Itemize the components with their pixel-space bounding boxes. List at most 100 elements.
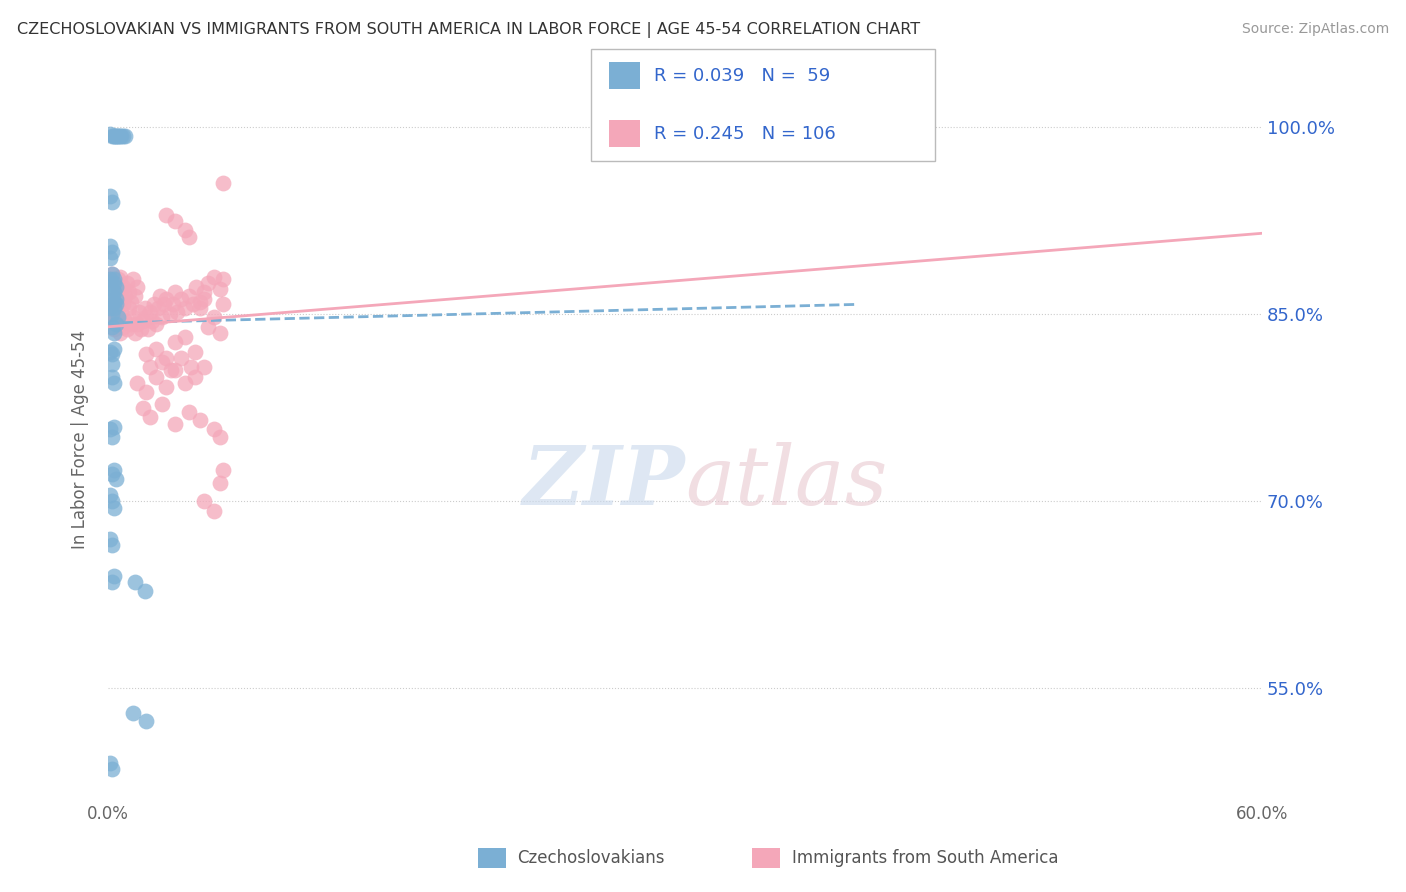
Point	[118, 285, 141, 299]
Point	[212, 463, 235, 477]
Point	[188, 301, 211, 315]
Point	[115, 276, 138, 290]
Point	[170, 293, 193, 307]
Point	[120, 318, 142, 332]
Point	[150, 397, 173, 411]
Point	[135, 384, 157, 399]
Point	[98, 189, 121, 203]
Point	[104, 276, 127, 290]
Point	[110, 129, 132, 144]
Point	[135, 714, 157, 728]
Point	[103, 129, 125, 144]
Point	[155, 293, 177, 307]
Point	[118, 301, 141, 315]
Point	[103, 293, 125, 307]
Point	[174, 222, 197, 236]
Point	[110, 282, 132, 296]
Point	[155, 379, 177, 393]
Point	[212, 297, 235, 311]
Point	[122, 310, 145, 324]
Point	[112, 129, 135, 144]
Point	[202, 310, 225, 324]
Point	[98, 239, 121, 253]
Point	[101, 282, 124, 296]
Point	[101, 268, 124, 282]
Point	[202, 269, 225, 284]
Point	[155, 351, 177, 365]
Point	[174, 376, 197, 390]
Point	[159, 307, 181, 321]
Point	[152, 297, 174, 311]
Point	[135, 347, 157, 361]
Point	[135, 310, 157, 324]
Point	[103, 285, 125, 299]
Point	[103, 419, 125, 434]
Point	[98, 127, 121, 141]
Point	[150, 355, 173, 369]
Point	[98, 301, 121, 315]
Point	[125, 280, 148, 294]
Point	[103, 500, 125, 515]
Point	[146, 301, 169, 315]
Point	[101, 347, 124, 361]
Point	[131, 401, 153, 415]
Text: ZIP: ZIP	[522, 442, 685, 523]
Point	[101, 575, 124, 590]
Point	[108, 269, 131, 284]
Point	[104, 297, 127, 311]
Point	[202, 504, 225, 518]
Point	[197, 319, 219, 334]
Point	[104, 280, 127, 294]
Point	[177, 230, 200, 244]
Point	[124, 288, 146, 302]
Point	[170, 351, 193, 365]
Point	[112, 280, 135, 294]
Point	[103, 301, 125, 315]
Point	[208, 429, 231, 443]
Point	[149, 288, 172, 302]
Point	[139, 305, 162, 319]
Point	[104, 129, 127, 144]
Text: Immigrants from South America: Immigrants from South America	[792, 849, 1059, 867]
Point	[208, 326, 231, 340]
Point	[107, 285, 129, 299]
Point	[134, 584, 156, 599]
Point	[138, 322, 160, 336]
Point	[193, 293, 215, 307]
Point	[103, 294, 125, 309]
Point	[101, 429, 124, 443]
Point	[103, 326, 125, 340]
Point	[131, 313, 153, 327]
Point	[174, 301, 197, 315]
Point	[107, 272, 129, 286]
Point	[177, 288, 200, 302]
Point	[98, 272, 121, 286]
Point	[122, 272, 145, 286]
Point	[125, 376, 148, 390]
Point	[162, 297, 184, 311]
Point	[212, 272, 235, 286]
Point	[103, 322, 125, 336]
Point	[114, 288, 136, 302]
Point	[197, 276, 219, 290]
Point	[165, 214, 187, 228]
Point	[98, 272, 121, 286]
Point	[103, 569, 125, 583]
Point	[193, 494, 215, 508]
Text: R = 0.039   N =  59: R = 0.039 N = 59	[654, 67, 830, 85]
Point	[188, 294, 211, 309]
Point	[101, 494, 124, 508]
Point	[165, 334, 187, 349]
Point	[107, 318, 129, 332]
Point	[174, 330, 197, 344]
Point	[101, 307, 124, 321]
Point	[103, 129, 125, 144]
Point	[101, 319, 124, 334]
Point	[128, 305, 150, 319]
Point	[193, 285, 215, 299]
Point	[108, 326, 131, 340]
Point	[165, 285, 187, 299]
Point	[183, 369, 205, 384]
Point	[145, 369, 167, 384]
Point	[145, 318, 167, 332]
